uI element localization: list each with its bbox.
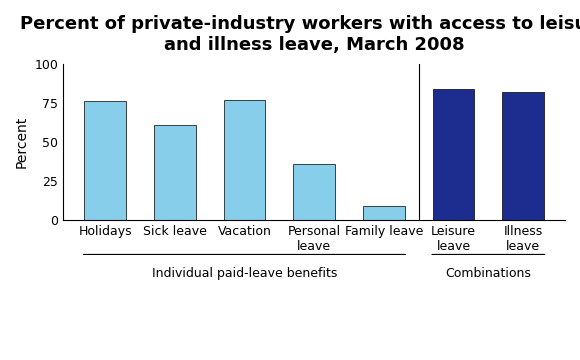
Bar [433,89,474,220]
Text: Combinations: Combinations [445,267,531,280]
Bar [84,101,126,220]
Bar [154,125,195,220]
Bar [363,206,405,220]
Bar [293,164,335,220]
Bar [502,92,544,220]
Bar [223,100,266,220]
Y-axis label: Percent: Percent [15,116,29,168]
Text: Individual paid-leave benefits: Individual paid-leave benefits [152,267,337,280]
Title: Percent of private-industry workers with access to leisure
and illness leave, Ma: Percent of private-industry workers with… [20,15,580,54]
